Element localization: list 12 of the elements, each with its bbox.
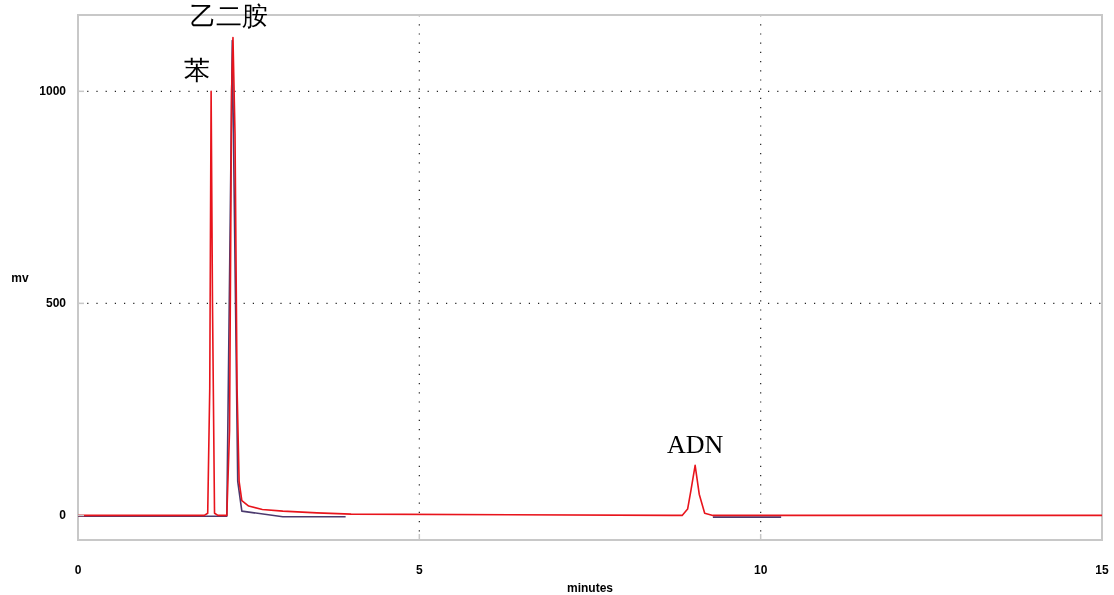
y-tick-label: 0 [59,508,67,523]
y-axis-title: mv [11,270,29,285]
x-axis-title: minutes [566,581,614,595]
annotation: 乙二胺 [189,2,268,32]
y-tick-label: 500 [45,296,67,311]
x-tick-label: 0 [74,563,82,577]
x-tick-label: 5 [415,563,423,577]
y-tick-label: 1000 [39,84,67,99]
annotation: 苯 [184,56,211,86]
annotation: ADN [666,430,724,460]
x-tick-label: 10 [753,563,768,577]
x-tick-label: 15 [1095,563,1109,577]
